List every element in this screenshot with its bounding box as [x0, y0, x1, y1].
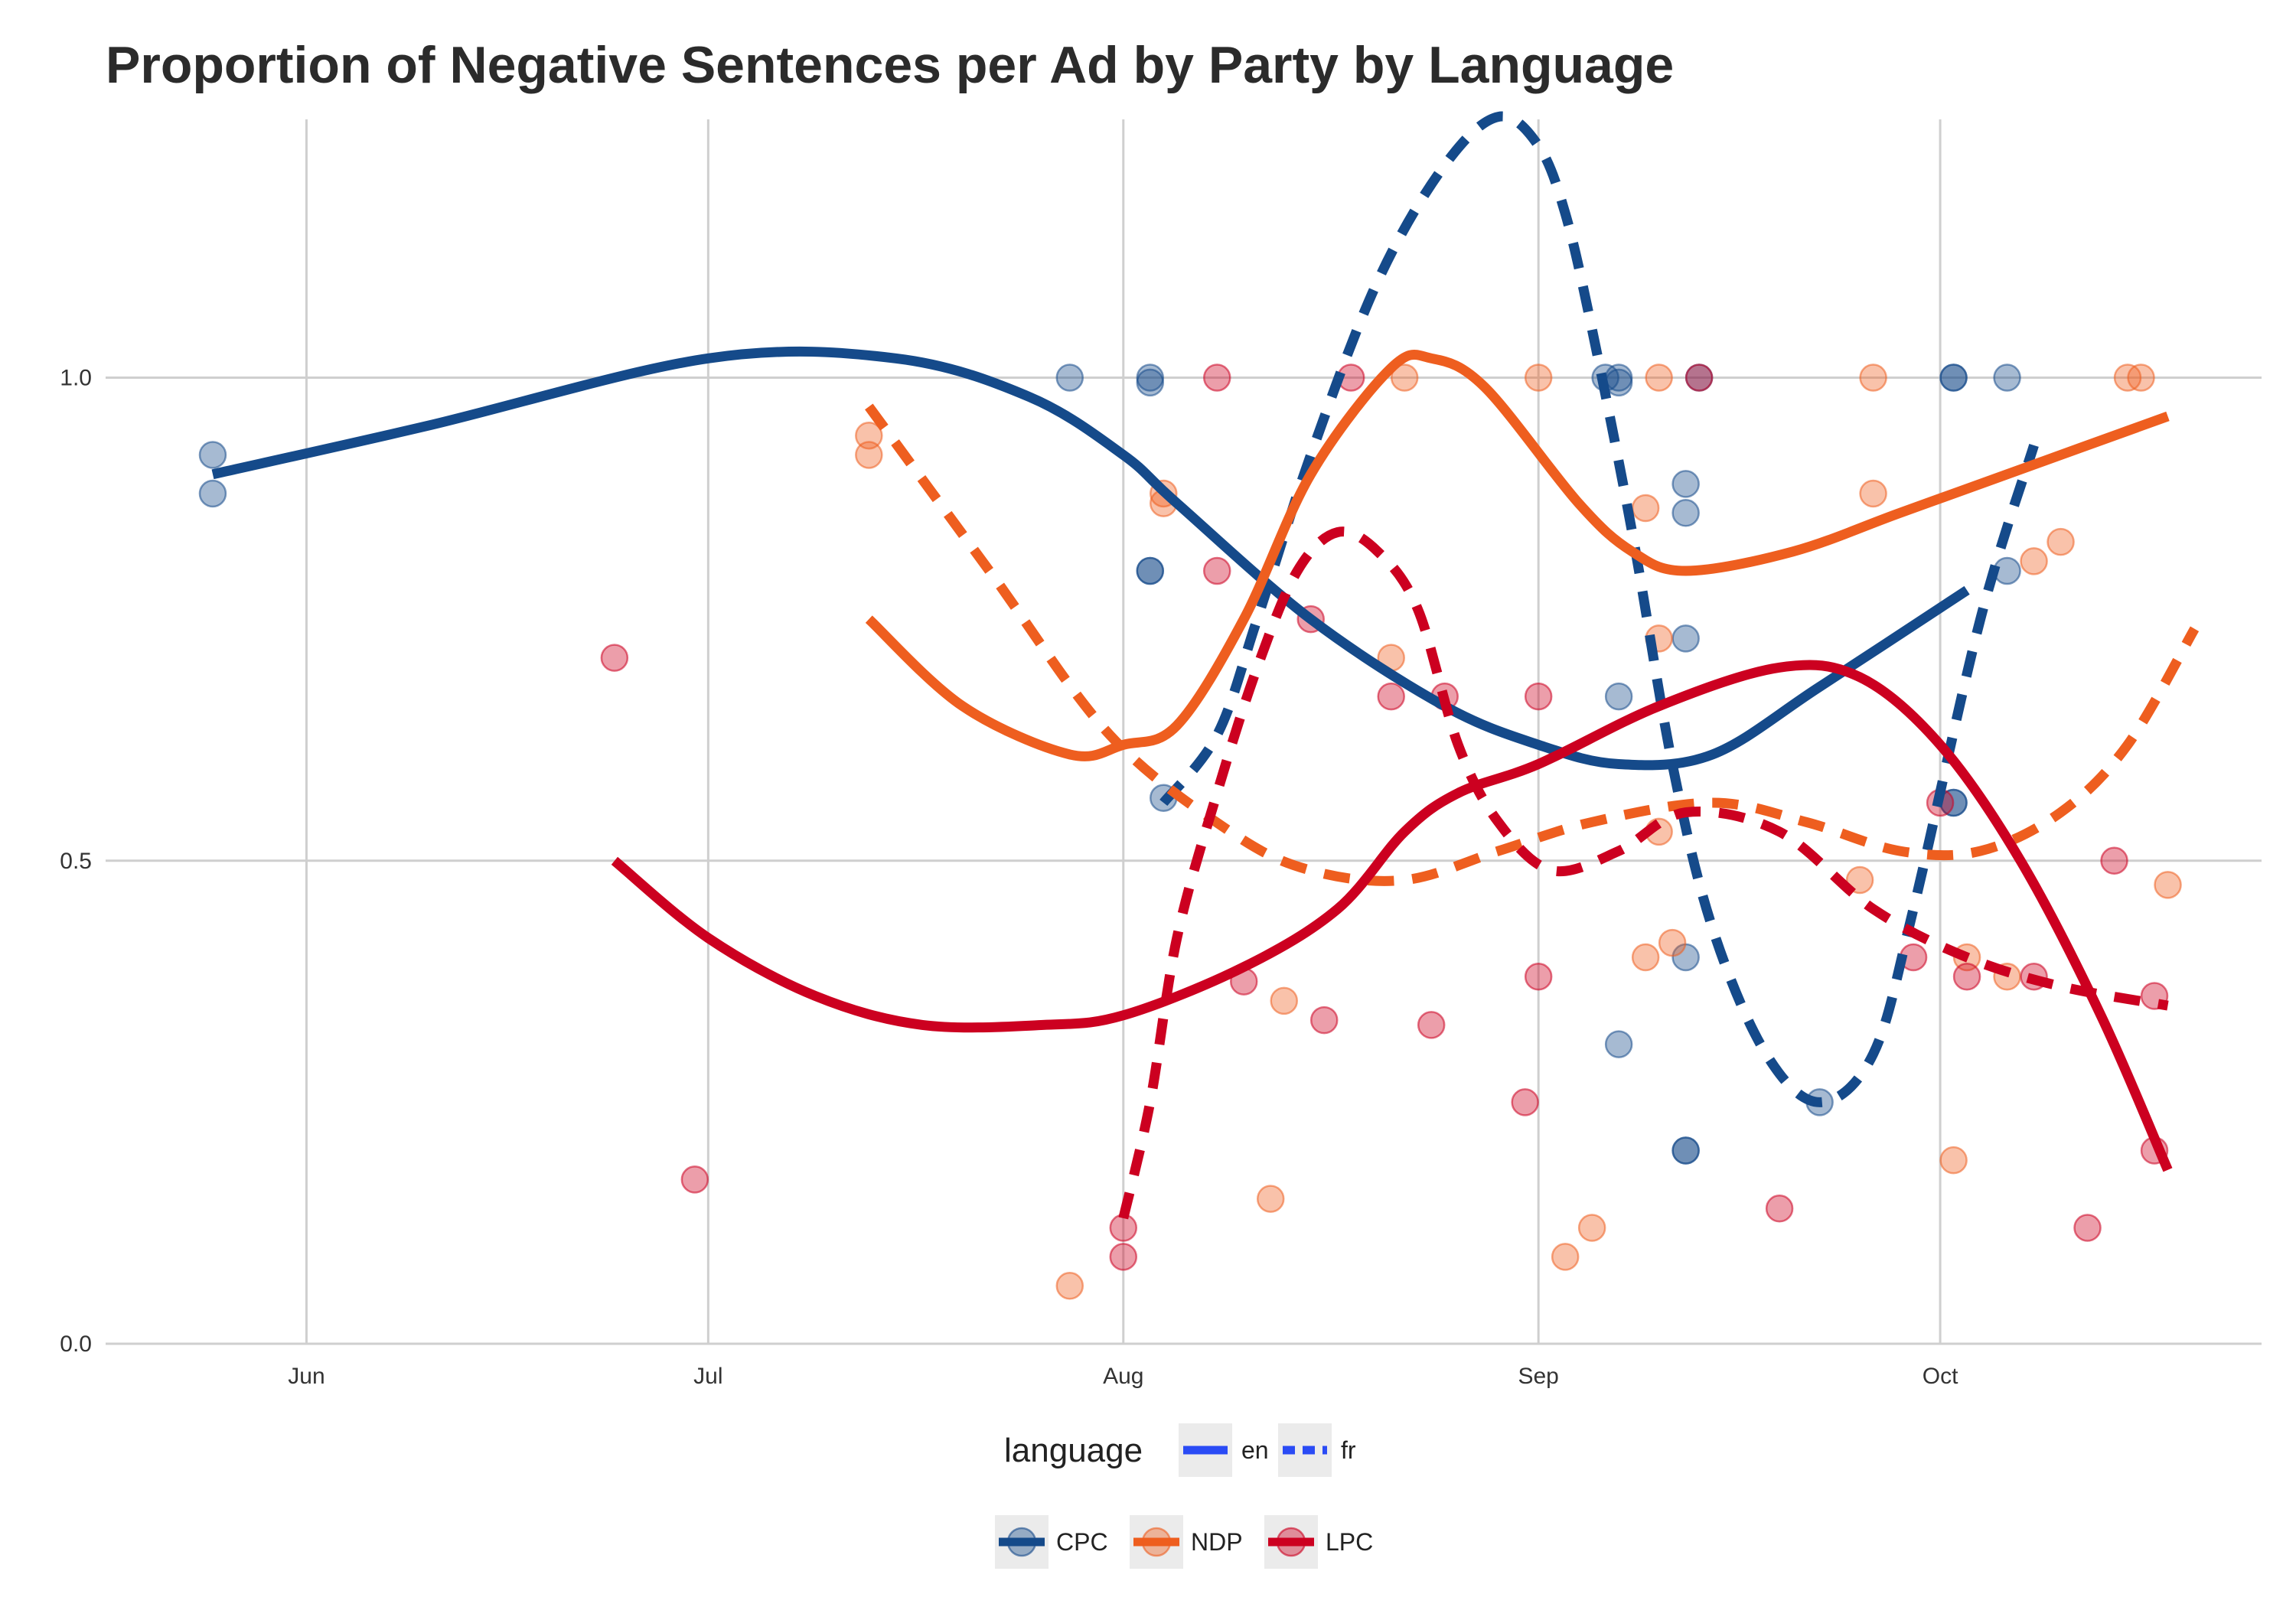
point-cpc: [1671, 624, 1700, 653]
point-lpc: [1202, 556, 1231, 585]
point-lpc: [1524, 963, 1553, 991]
x-tick-label: Aug: [1103, 1364, 1143, 1389]
point-cpc: [1604, 1030, 1633, 1058]
point-lpc: [680, 1165, 709, 1194]
point-ndp: [1845, 865, 1874, 895]
chart-title: Proportion of Negative Sentences per Ad …: [106, 36, 1675, 94]
line-lpc-en: [611, 660, 2173, 1172]
point-cpc: [198, 479, 227, 508]
point-cpc: [1671, 499, 1700, 527]
legend-label-en: en: [1241, 1436, 1269, 1464]
point-lpc: [1765, 1195, 1794, 1223]
point-cpc: [1993, 363, 2021, 392]
point-ndp: [1524, 363, 1553, 392]
point-lpc: [600, 644, 629, 672]
point-ndp: [1270, 986, 1298, 1015]
point-ndp: [1055, 1272, 1084, 1300]
point-cpc: [198, 441, 227, 469]
point-ndp: [1859, 363, 1887, 392]
point-ndp: [1551, 1243, 1580, 1271]
point-lpc: [1952, 963, 1981, 991]
legend-party: CPC NDP LPC: [995, 1515, 1373, 1569]
point-cpc: [1939, 363, 1968, 392]
point-ndp: [2127, 363, 2155, 392]
x-tick-label: Jul: [693, 1364, 722, 1389]
point-cpc: [1136, 363, 1165, 392]
point-lpc: [2073, 1214, 2102, 1242]
point-ndp: [1658, 928, 1687, 957]
point-ndp: [2154, 871, 2182, 899]
point-ndp: [2020, 547, 2048, 575]
point-cpc: [1136, 556, 1165, 585]
x-tick-label: Jun: [288, 1364, 325, 1389]
point-lpc: [1109, 1243, 1138, 1271]
point-ndp: [1577, 1214, 1606, 1242]
point-ndp: [1859, 479, 1887, 508]
legend-title: language: [1004, 1432, 1143, 1469]
point-ndp: [1631, 943, 1660, 972]
point-lpc: [2100, 846, 2128, 875]
legend-label-fr: fr: [1341, 1436, 1356, 1464]
point-cpc: [1671, 1136, 1700, 1165]
point-lpc: [1524, 682, 1553, 711]
point-ndp: [855, 422, 883, 450]
point-lpc: [1109, 1214, 1138, 1242]
point-ndp: [1631, 494, 1660, 523]
line-cpc-en: [211, 346, 1970, 771]
point-ndp: [1645, 363, 1673, 392]
x-tick-label: Oct: [1923, 1364, 1958, 1389]
point-ndp: [1939, 1146, 1968, 1175]
point-cpc: [1671, 470, 1700, 498]
point-ndp: [2047, 527, 2075, 556]
point-lpc: [1417, 1011, 1446, 1039]
point-lpc: [1202, 363, 1231, 392]
y-tick-label: 0.0: [60, 1332, 92, 1357]
trend-lines: [211, 111, 2200, 1220]
legend-label-cpc: CPC: [1056, 1528, 1108, 1556]
legend-key-dot-ndp: [1141, 1527, 1172, 1557]
x-tick-label: Sep: [1518, 1364, 1558, 1389]
scatter-points: [198, 363, 2182, 1300]
point-lpc: [1377, 682, 1405, 711]
point-ndp: [1390, 363, 1419, 392]
line-ndp-en: [865, 349, 2170, 761]
point-ndp: [1256, 1185, 1285, 1213]
point-cpc: [1604, 682, 1633, 711]
legend-language: language en fr: [1004, 1423, 1356, 1477]
grid: [106, 119, 2262, 1345]
point-lpc: [1684, 363, 1714, 392]
legend-key-dot-lpc: [1276, 1527, 1306, 1557]
point-ndp: [855, 441, 883, 469]
point-cpc: [1055, 363, 1084, 392]
line-lpc-fr: [1118, 526, 2169, 1220]
point-lpc: [1511, 1088, 1539, 1116]
line-ndp-fr: [865, 403, 2200, 886]
y-tick-label: 0.5: [60, 849, 92, 874]
y-tick-label: 1.0: [60, 366, 92, 391]
legend-label-ndp: NDP: [1191, 1528, 1243, 1556]
legend-label-lpc: LPC: [1326, 1528, 1373, 1556]
point-lpc: [1309, 1006, 1339, 1035]
line-cpc-fr: [1159, 111, 2039, 1107]
legend-key-dot-cpc: [1006, 1527, 1037, 1557]
